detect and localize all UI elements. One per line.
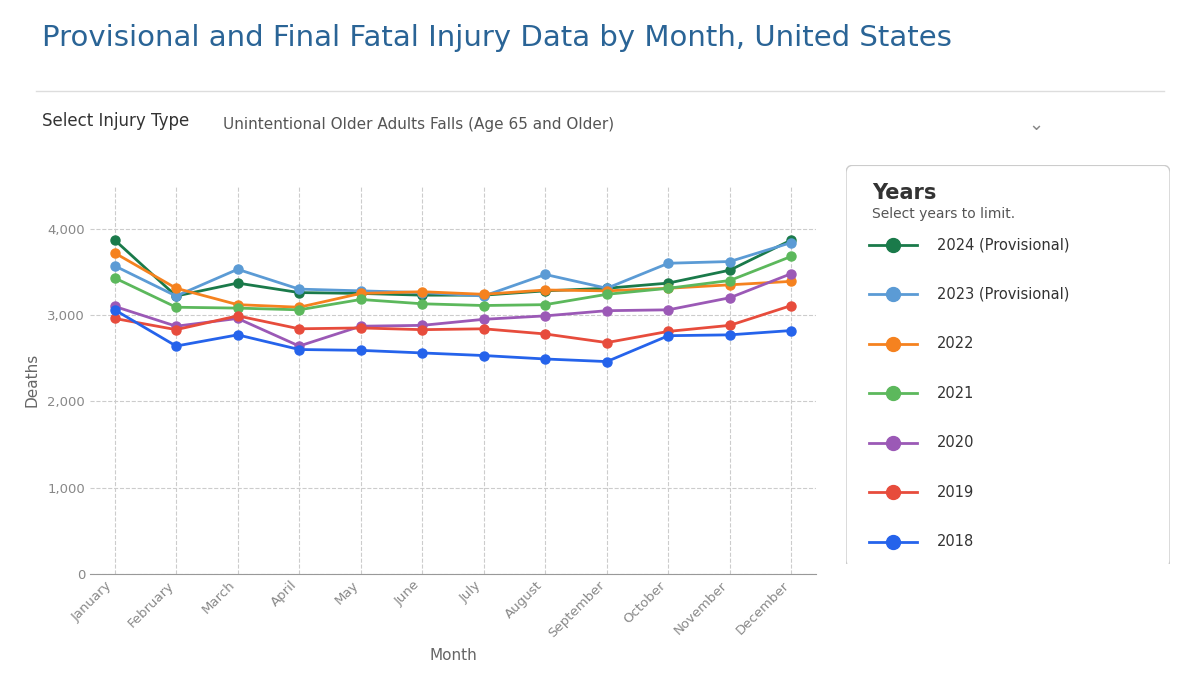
Text: 2024 (Provisional): 2024 (Provisional) xyxy=(937,238,1069,252)
Text: Unintentional Older Adults Falls (Age 65 and Older): Unintentional Older Adults Falls (Age 65… xyxy=(223,117,614,132)
FancyBboxPatch shape xyxy=(846,165,1170,568)
Text: Select years to limit.: Select years to limit. xyxy=(872,207,1015,221)
FancyBboxPatch shape xyxy=(197,104,1069,146)
Text: 2021: 2021 xyxy=(937,386,974,401)
Text: 2019: 2019 xyxy=(937,485,974,500)
Text: 2020: 2020 xyxy=(937,435,974,450)
Text: Years: Years xyxy=(872,184,936,203)
Text: 2018: 2018 xyxy=(937,534,974,549)
Text: Provisional and Final Fatal Injury Data by Month, United States: Provisional and Final Fatal Injury Data … xyxy=(42,24,952,51)
Text: 2023 (Provisional): 2023 (Provisional) xyxy=(937,287,1069,302)
Text: ⌄: ⌄ xyxy=(1028,116,1043,134)
X-axis label: Month: Month xyxy=(430,648,476,664)
Text: Select Injury Type: Select Injury Type xyxy=(42,113,190,130)
Text: 2022: 2022 xyxy=(937,336,974,352)
Y-axis label: Deaths: Deaths xyxy=(24,352,40,407)
